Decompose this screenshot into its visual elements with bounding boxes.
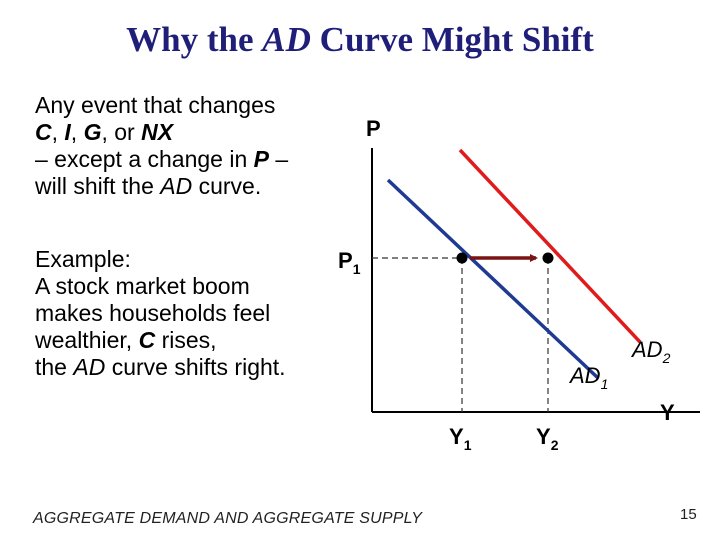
para1-line2: C, I, G, or NX — [35, 119, 174, 145]
para2-line2: A stock market boom — [35, 273, 250, 299]
point-y1 — [456, 252, 468, 264]
y2-label: Y2 — [536, 424, 559, 453]
ad2-curve — [458, 148, 642, 344]
para2-line3: makes households feel — [35, 300, 271, 326]
para1-line3: – except a change in P – — [35, 146, 289, 172]
ad2-label: AD2 — [630, 337, 671, 366]
y-axis-label: P — [366, 116, 381, 141]
paragraph-ad-shift-rule: Any event that changes C, I, G, or NX – … — [35, 92, 288, 200]
para1-line1: Any event that changes — [35, 92, 276, 118]
ad1-curve — [386, 178, 600, 380]
page-number: 15 — [680, 506, 697, 523]
para1-line4: will shift the AD curve. — [35, 173, 262, 199]
para2-line5: the AD curve shifts right. — [35, 354, 286, 380]
para2-line1: Example: — [35, 246, 131, 272]
x-axis-label: Y — [660, 400, 675, 425]
para2-line4: wealthier, C rises, — [35, 327, 217, 353]
p1-label: P1 — [338, 248, 361, 277]
title-italic-ad: AD — [262, 20, 311, 59]
y1-label: Y1 — [449, 424, 472, 453]
paragraph-example: Example: A stock market boom makes house… — [35, 246, 286, 381]
ad1-label: AD1 — [568, 363, 608, 392]
point-y2 — [542, 252, 554, 264]
footer-text: AGGREGATE DEMAND AND AGGREGATE SUPPLY — [33, 510, 423, 527]
slide-title: Why the AD Curve Might Shift — [126, 20, 594, 59]
